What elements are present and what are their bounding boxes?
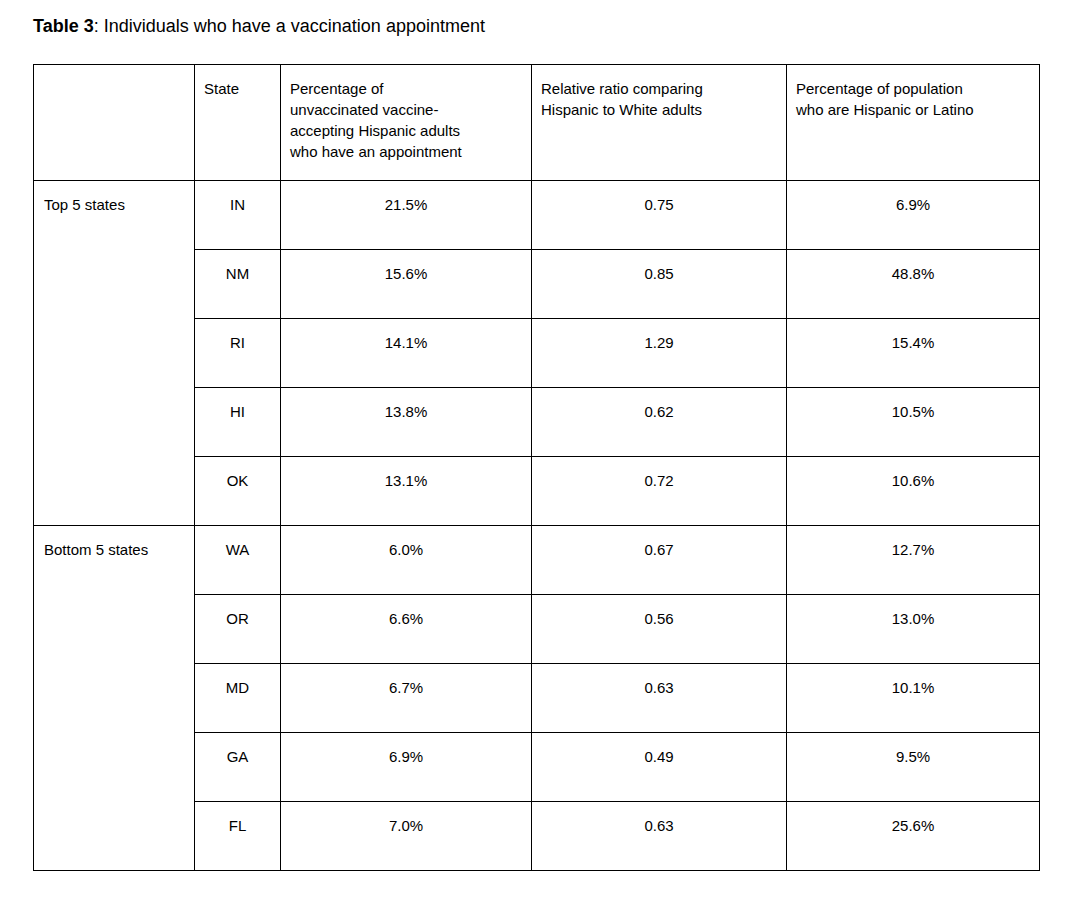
relative-ratio-cell: 0.85 — [532, 250, 787, 319]
relative-ratio-cell: 0.75 — [532, 181, 787, 250]
state-cell: GA — [195, 733, 281, 802]
pct-hispanic-population-cell: 10.6% — [787, 457, 1040, 526]
pct-hispanic-population-cell: 10.1% — [787, 664, 1040, 733]
pct-hispanic-population-cell: 25.6% — [787, 802, 1040, 871]
pct-hispanic-population-cell: 48.8% — [787, 250, 1040, 319]
state-cell: IN — [195, 181, 281, 250]
vaccination-appointment-table: State Percentage of unvaccinated vaccine… — [33, 64, 1040, 871]
relative-ratio-cell: 0.49 — [532, 733, 787, 802]
relative-ratio-cell: 0.62 — [532, 388, 787, 457]
header-cell-pct-appointment: Percentage of unvaccinated vaccine- acce… — [281, 65, 532, 181]
state-cell: OR — [195, 595, 281, 664]
header-cell-pct-hispanic-population: Percentage of population who are Hispani… — [787, 65, 1040, 181]
section-label-bottom-5-states: Bottom 5 states — [34, 526, 195, 871]
state-cell: NM — [195, 250, 281, 319]
pct-appointment-cell: 6.9% — [281, 733, 532, 802]
state-cell: RI — [195, 319, 281, 388]
pct-hispanic-population-cell: 12.7% — [787, 526, 1040, 595]
relative-ratio-cell: 0.67 — [532, 526, 787, 595]
state-cell: FL — [195, 802, 281, 871]
pct-appointment-cell: 6.0% — [281, 526, 532, 595]
table-title-text: : Individuals who have a vaccination app… — [94, 16, 485, 36]
state-cell: WA — [195, 526, 281, 595]
relative-ratio-cell: 0.72 — [532, 457, 787, 526]
pct-appointment-cell: 15.6% — [281, 250, 532, 319]
pct-appointment-cell: 21.5% — [281, 181, 532, 250]
state-cell: OK — [195, 457, 281, 526]
pct-appointment-cell: 13.1% — [281, 457, 532, 526]
pct-appointment-cell: 14.1% — [281, 319, 532, 388]
table-title-label: Table 3 — [33, 16, 94, 36]
header-cell-group — [34, 65, 195, 181]
pct-appointment-cell: 6.6% — [281, 595, 532, 664]
state-cell: HI — [195, 388, 281, 457]
relative-ratio-cell: 0.63 — [532, 664, 787, 733]
page: Table 3: Individuals who have a vaccinat… — [0, 0, 1072, 900]
header-cell-relative-ratio: Relative ratio comparing Hispanic to Whi… — [532, 65, 787, 181]
pct-hispanic-population-cell: 9.5% — [787, 733, 1040, 802]
relative-ratio-cell: 1.29 — [532, 319, 787, 388]
section-label-top-5-states: Top 5 states — [34, 181, 195, 526]
table-row: Top 5 states IN 21.5% 0.75 6.9% — [34, 181, 1040, 250]
pct-hispanic-population-cell: 10.5% — [787, 388, 1040, 457]
pct-hispanic-population-cell: 15.4% — [787, 319, 1040, 388]
state-cell: MD — [195, 664, 281, 733]
header-row: State Percentage of unvaccinated vaccine… — [34, 65, 1040, 181]
pct-hispanic-population-cell: 13.0% — [787, 595, 1040, 664]
pct-appointment-cell: 7.0% — [281, 802, 532, 871]
pct-appointment-cell: 13.8% — [281, 388, 532, 457]
relative-ratio-cell: 0.56 — [532, 595, 787, 664]
header-cell-state: State — [195, 65, 281, 181]
table-title: Table 3: Individuals who have a vaccinat… — [33, 14, 1039, 38]
relative-ratio-cell: 0.63 — [532, 802, 787, 871]
pct-hispanic-population-cell: 6.9% — [787, 181, 1040, 250]
pct-appointment-cell: 6.7% — [281, 664, 532, 733]
table-row: Bottom 5 states WA 6.0% 0.67 12.7% — [34, 526, 1040, 595]
